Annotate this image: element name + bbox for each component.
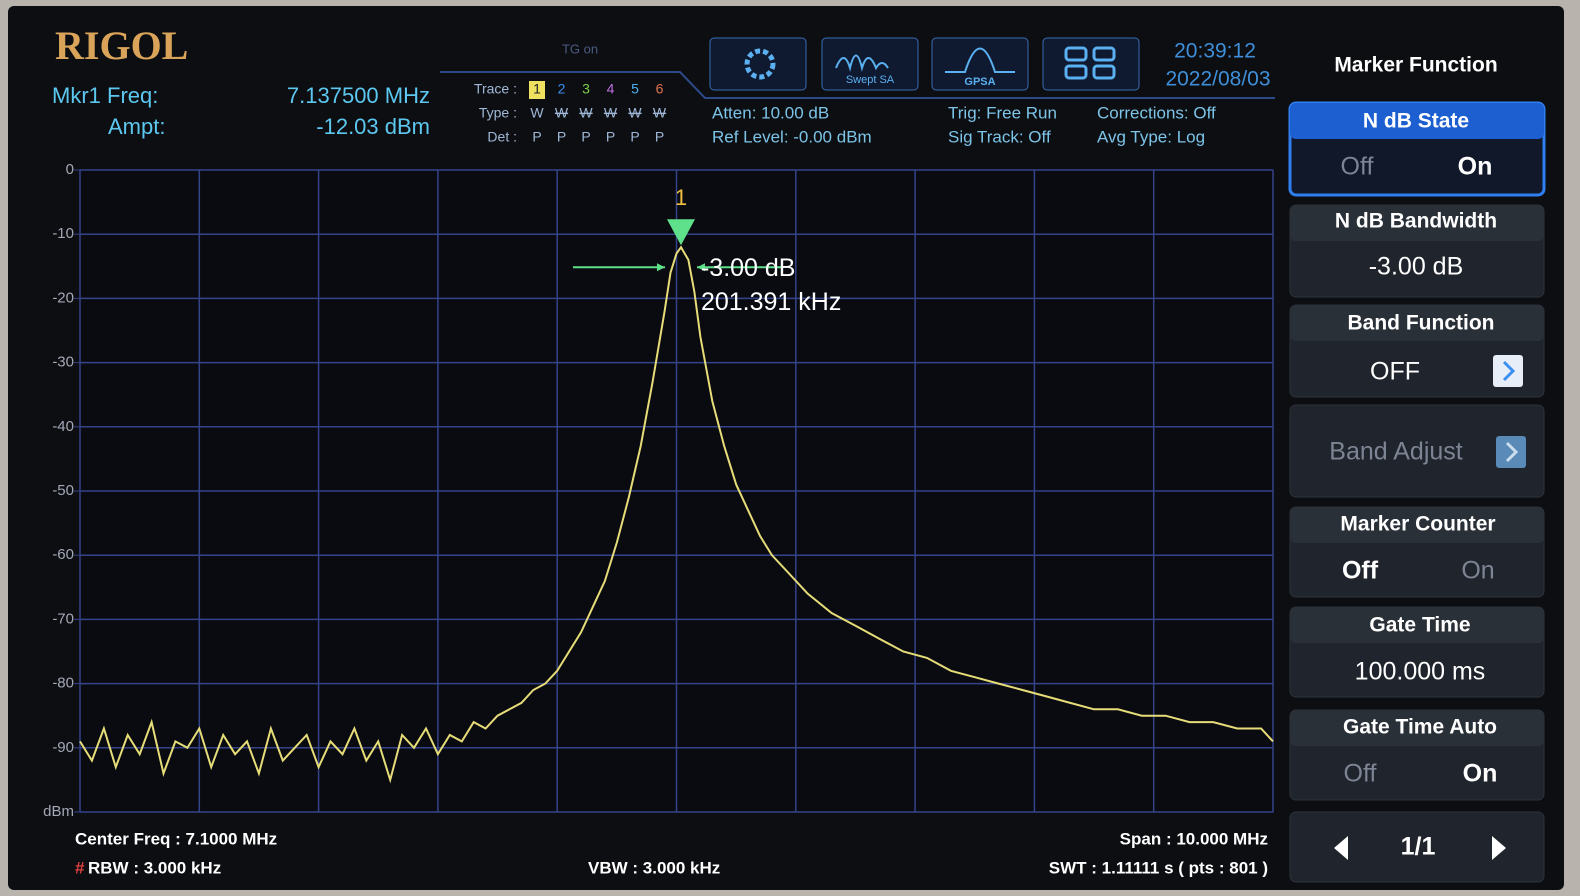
y-tick-label: -80 [52, 675, 74, 692]
key-label: N dB Bandwidth [1335, 210, 1497, 233]
sig-track: Sig Track: Off [948, 127, 1051, 146]
type-label: Type : [479, 105, 517, 121]
gpsa-label: GPSA [964, 76, 995, 88]
y-tick-label: -10 [52, 225, 74, 242]
trace-number: 5 [631, 81, 639, 97]
corrections: Corrections: Off [1097, 103, 1216, 122]
brand: RIGOL [55, 23, 188, 68]
trace-type: W [628, 105, 642, 121]
submenu-arrow [1496, 436, 1526, 468]
option-on[interactable]: On [1463, 760, 1498, 788]
rbw-flag: # [75, 858, 85, 877]
ndb-state-key[interactable]: N dB State Off On [1290, 103, 1544, 195]
marker-counter-key[interactable]: Marker Counter Off On [1290, 507, 1544, 597]
trace-number: 3 [582, 81, 590, 97]
vbw: VBW : 3.000 kHz [588, 858, 720, 877]
key-value: 100.000 ms [1355, 658, 1486, 686]
y-tick-label: -20 [52, 289, 74, 306]
rbw: RBW : 3.000 kHz [88, 858, 221, 877]
avg-type: Avg Type: Log [1097, 127, 1205, 146]
trace-type: W [555, 105, 569, 121]
ref-level: Ref Level: -0.00 dBm [712, 127, 872, 146]
trace-type: W [604, 105, 618, 121]
band-adjust-key[interactable]: Band Adjust [1290, 405, 1544, 497]
annotation: -3.00 dB [701, 254, 796, 282]
trace-type: W [579, 105, 593, 121]
layout-icon[interactable] [1043, 38, 1139, 90]
center-freq: Center Freq : 7.1000 MHz [75, 829, 277, 848]
y-tick-label: -40 [52, 418, 74, 435]
y-tick-label: -70 [52, 610, 74, 627]
page-indicator: 1/1 [1401, 833, 1436, 861]
annotation: 201.391 kHz [701, 288, 841, 316]
trace-det: P [532, 129, 541, 145]
gate-time-auto-key[interactable]: Gate Time Auto Off On [1290, 710, 1544, 800]
option-off[interactable]: Off [1344, 760, 1377, 788]
swept-sa-label: Swept SA [846, 74, 895, 86]
swt: SWT : 1.11111 s ( pts : 801 ) [1049, 858, 1268, 877]
trace-label: Trace : [474, 81, 517, 97]
trace-number: 1 [533, 81, 541, 97]
trace-det: P [606, 129, 615, 145]
y-tick-label: -30 [52, 354, 74, 371]
atten: Atten: 10.00 dB [712, 103, 829, 122]
option-on[interactable]: On [1458, 153, 1493, 181]
y-tick-label: 0 [66, 161, 74, 178]
marker-freq-label: Mkr1 Freq: [52, 83, 158, 108]
submenu-arrow [1493, 355, 1523, 387]
key-label: Band Adjust [1329, 438, 1462, 466]
clock-time: 20:39:12 [1174, 40, 1256, 63]
ampt-label: Ampt: [108, 114, 165, 139]
key-label: Band Function [1348, 312, 1495, 335]
option-on[interactable]: On [1461, 557, 1494, 585]
tg-status: TG on [562, 41, 598, 56]
screen: RIGOL TG on Mkr1 Freq: 7.137500 MHz Ampt… [0, 0, 1580, 896]
key-label: Marker Counter [1340, 513, 1495, 536]
settings-icon[interactable] [710, 38, 806, 90]
trig: Trig: Free Run [948, 103, 1057, 122]
trace-number: 2 [558, 81, 566, 97]
soft-menu: Marker Function N dB State Off On N dB B… [1290, 54, 1544, 882]
key-value: OFF [1370, 358, 1420, 386]
trace-type: W [530, 105, 544, 121]
marker-label: 1 [675, 185, 687, 210]
option-off[interactable]: Off [1341, 153, 1374, 181]
y-tick-label: dBm [43, 803, 74, 820]
ndb-bandwidth-key[interactable]: N dB Bandwidth -3.00 dB [1290, 205, 1544, 297]
trace-det: P [655, 129, 664, 145]
trace-det: P [581, 129, 590, 145]
y-tick-label: -90 [52, 739, 74, 756]
trace-number: 4 [607, 81, 615, 97]
y-tick-label: -60 [52, 546, 74, 563]
key-label: Gate Time [1369, 614, 1470, 637]
trace-type: W [653, 105, 667, 121]
band-function-key[interactable]: Band Function OFF [1290, 305, 1544, 397]
trace-det: P [630, 129, 639, 145]
clock-date: 2022/08/03 [1165, 68, 1270, 91]
y-tick-label: -50 [52, 482, 74, 499]
marker-freq: 7.137500 MHz [287, 83, 430, 108]
ampt: -12.03 dBm [316, 114, 430, 139]
trace-det: P [557, 129, 566, 145]
key-value: -3.00 dB [1369, 253, 1464, 281]
page-nav: 1/1 [1290, 812, 1544, 882]
trace-number: 6 [656, 81, 664, 97]
key-label: N dB State [1363, 110, 1469, 133]
option-off[interactable]: Off [1342, 557, 1379, 585]
key-label: Gate Time Auto [1343, 716, 1497, 739]
span: Span : 10.000 MHz [1120, 829, 1268, 848]
gate-time-key[interactable]: Gate Time 100.000 ms [1290, 607, 1544, 697]
det-label: Det : [487, 129, 517, 145]
menu-title: Marker Function [1334, 54, 1497, 77]
